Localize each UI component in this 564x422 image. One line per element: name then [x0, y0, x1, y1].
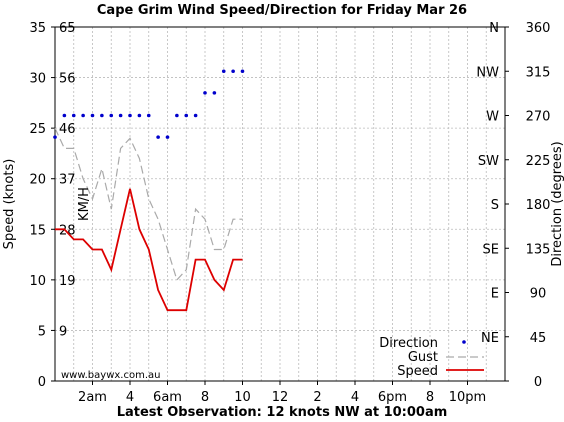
kmh-tick-label: 37	[59, 173, 76, 188]
direction-tick-label: 45	[530, 331, 547, 346]
speed-tick-label: 25	[29, 122, 46, 137]
time-tick-label: 8	[201, 390, 209, 405]
legend: Direction Gust Speed	[379, 336, 484, 379]
time-axis: 2am 4 6am 8 10 12 2 4 6pm 8 10pm	[78, 381, 486, 405]
compass-label: NE	[481, 331, 499, 346]
speed-tick-label: 15	[29, 223, 46, 238]
speed-series-line	[55, 188, 243, 312]
direction-tick-label: 270	[526, 110, 551, 125]
direction-axis: 0 45 90 135 180 225 270 315 360	[505, 21, 550, 390]
compass-label: E	[491, 287, 499, 302]
gust-series-line	[54, 127, 243, 282]
time-tick-label: 12	[272, 390, 289, 405]
direction-point	[62, 113, 67, 118]
chart-title: Cape Grim Wind Speed/Direction for Frida…	[97, 3, 467, 18]
kmh-tick-label: 65	[59, 21, 76, 36]
time-tick-label: 6am	[153, 390, 182, 405]
compass-label: SW	[478, 154, 499, 169]
time-tick-label: 6pm	[378, 390, 407, 405]
direction-point	[109, 113, 114, 118]
direction-point	[81, 113, 85, 118]
speed-tick-label: 35	[29, 21, 46, 36]
speed-tick-label: 0	[38, 375, 46, 390]
direction-point	[137, 113, 142, 118]
speed-axis-label: Speed (knots)	[2, 159, 17, 250]
direction-point	[53, 135, 57, 139]
direction-point	[175, 113, 179, 118]
compass-labels: NE E SE S SW W NW N	[476, 21, 499, 346]
direction-point	[118, 113, 123, 118]
compass-label: S	[491, 198, 499, 213]
direction-axis-label: Direction (degrees)	[550, 141, 564, 266]
direction-point	[100, 113, 104, 118]
direction-point	[128, 113, 132, 118]
time-tick-label: 4	[351, 390, 359, 405]
series	[53, 69, 245, 312]
direction-point	[221, 69, 226, 74]
direction-point	[193, 113, 198, 118]
direction-tick-label: 315	[526, 65, 551, 80]
compass-label: NW	[476, 65, 499, 80]
speed-tick-label: 10	[29, 274, 46, 289]
direction-tick-label: 135	[526, 242, 551, 257]
speed-tick-label: 20	[29, 173, 46, 188]
watermark: www.baywx.com.au	[61, 370, 160, 381]
time-tick-label: 2	[313, 390, 321, 405]
direction-tick-label: 225	[526, 154, 551, 169]
direction-tick-label: 180	[526, 198, 551, 213]
direction-tick-label: 360	[526, 21, 551, 36]
direction-point	[90, 113, 95, 118]
direction-point	[165, 135, 170, 139]
time-tick-label: 10pm	[449, 390, 486, 405]
latest-observation: Latest Observation: 12 knots NW at 10:00…	[117, 405, 448, 420]
direction-point	[203, 91, 207, 95]
kmh-tick-label: 9	[59, 324, 67, 339]
direction-tick-label: 0	[534, 375, 542, 390]
direction-point	[71, 113, 76, 118]
direction-point	[240, 69, 245, 74]
direction-point	[231, 69, 235, 74]
time-tick-label: 8	[426, 390, 434, 405]
kmh-tick-label: 46	[59, 122, 76, 137]
legend-speed-label: Speed	[397, 364, 438, 379]
time-tick-label: 10	[234, 390, 251, 405]
legend-gust-label: Gust	[408, 350, 438, 365]
kmh-tick-label: 56	[59, 72, 76, 87]
compass-label: SE	[483, 242, 499, 257]
kmh-axis-label: KM/H	[77, 187, 92, 221]
speed-tick-label: 5	[38, 324, 46, 339]
grid	[55, 27, 505, 381]
legend-direction-label: Direction	[379, 336, 438, 351]
direction-point	[146, 113, 151, 118]
direction-point	[184, 113, 189, 118]
direction-point	[212, 91, 217, 95]
kmh-tick-label: 19	[59, 274, 76, 289]
speed-axis: 0 5 10 15 20 25 30 35	[29, 21, 55, 390]
speed-tick-label: 30	[29, 72, 46, 87]
time-tick-label: 4	[126, 390, 134, 405]
time-tick-label: 2am	[78, 390, 107, 405]
direction-point	[156, 135, 160, 139]
compass-label: N	[489, 21, 499, 36]
legend-direction-swatch	[462, 340, 466, 344]
kmh-tick-label: 28	[59, 223, 76, 238]
compass-label: W	[486, 110, 499, 125]
direction-tick-label: 90	[530, 287, 547, 302]
kmh-axis: 9 19 28 37 46 56 65	[59, 21, 76, 339]
